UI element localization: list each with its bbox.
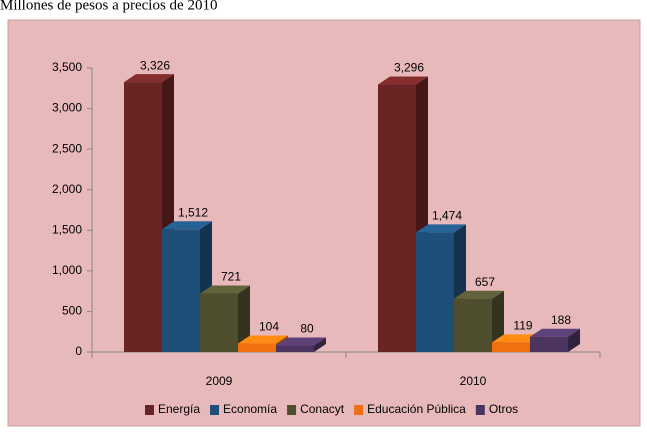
data-label: 721 (221, 270, 241, 284)
bar (200, 293, 238, 352)
legend-swatch (145, 405, 154, 415)
bar-top (124, 74, 174, 83)
chart-title: Millones de pesos a precios de 2010 (0, 0, 217, 13)
bar-top (200, 285, 250, 294)
legend-label: Educación Pública (367, 402, 466, 416)
data-label: 657 (475, 275, 495, 289)
bar (378, 84, 416, 352)
data-label: 104 (259, 320, 279, 334)
legend-label: Energía (158, 402, 200, 416)
bar (530, 336, 568, 352)
bar-top (276, 337, 326, 346)
bar-top (378, 76, 428, 85)
bar-top (238, 335, 288, 344)
legend-label: Conacyt (300, 402, 345, 416)
bar (416, 232, 454, 352)
bar (124, 82, 162, 352)
y-tick-label: 500 (62, 304, 82, 318)
bar-side (238, 285, 250, 352)
y-tick-label: 3,500 (52, 60, 82, 74)
y-tick-label: 2,000 (52, 182, 82, 196)
y-tick-label: 2,500 (52, 141, 82, 155)
bar (162, 229, 200, 352)
bar (276, 345, 314, 352)
legend-swatch (210, 405, 220, 415)
legend-label: Otros (489, 402, 518, 416)
data-label: 1,512 (178, 205, 208, 219)
data-label: 3,326 (140, 58, 170, 72)
bar-top (492, 334, 542, 343)
bar (454, 298, 492, 352)
data-label: 1,474 (432, 209, 462, 223)
bar (492, 342, 530, 352)
bar (238, 343, 276, 352)
legend-swatch (475, 405, 485, 415)
data-label: 119 (513, 319, 532, 333)
bar-top (416, 224, 466, 233)
legend-swatch (287, 405, 297, 415)
data-label: 188 (551, 313, 571, 327)
data-label: 3,296 (394, 61, 424, 75)
x-tick-label: 2009 (206, 374, 233, 388)
x-tick-label: 2010 (460, 374, 487, 388)
y-tick-label: 0 (75, 344, 82, 358)
bar-side (314, 337, 326, 352)
y-tick-label: 1,000 (52, 263, 82, 277)
y-tick-label: 1,500 (52, 222, 82, 236)
y-tick-label: 3,000 (52, 101, 82, 115)
legend-swatch (354, 405, 364, 415)
bar-top (454, 290, 504, 299)
legend-label: Economía (223, 402, 277, 416)
data-label: 80 (300, 322, 314, 336)
chart-area (7, 19, 641, 427)
bar-side (568, 328, 580, 352)
bar-top (530, 328, 580, 337)
bar-top (162, 221, 212, 230)
